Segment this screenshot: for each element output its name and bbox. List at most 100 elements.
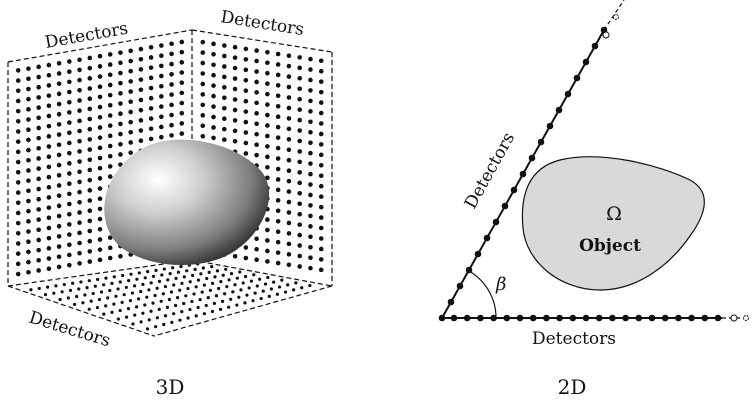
detector-dot <box>297 170 302 175</box>
detector-dot <box>75 294 79 299</box>
detector-dot <box>77 261 82 266</box>
detector-dot <box>97 84 103 90</box>
detector-dot <box>147 318 151 322</box>
detector-dot <box>275 83 281 88</box>
detector-dot <box>179 110 185 116</box>
detector-dot <box>148 55 154 60</box>
detector-dot <box>87 198 93 203</box>
detector-dot <box>265 165 270 170</box>
detector-dot <box>107 255 113 261</box>
detector-dot <box>318 225 324 231</box>
detector-dot <box>87 147 93 152</box>
detector-dot <box>97 247 103 252</box>
detector-dot <box>138 107 144 113</box>
detector-dot <box>243 98 249 104</box>
detector-dot <box>200 71 206 76</box>
detector-dot <box>179 100 185 106</box>
detector-dot <box>265 227 270 233</box>
detector-dot <box>127 279 131 283</box>
detector-dot <box>254 152 259 158</box>
detector-dot <box>556 314 563 322</box>
detector-dot <box>148 136 154 142</box>
detector-dot <box>200 290 204 294</box>
detector-dot <box>200 133 206 139</box>
detector-dot <box>110 281 114 285</box>
detector-dot <box>15 78 21 83</box>
detector-dot <box>233 283 237 287</box>
object-omega-symbol: Ω <box>606 203 622 225</box>
detector-dot <box>474 250 482 258</box>
detector-dot <box>56 244 62 249</box>
detector-dot <box>151 301 155 305</box>
detector-dot <box>107 103 113 108</box>
detector-dot <box>286 105 292 111</box>
detector-dot <box>96 277 100 281</box>
detector-dot <box>254 90 259 95</box>
detector-dot <box>87 55 93 61</box>
detector-dot <box>308 192 313 198</box>
detector-dot <box>87 188 93 193</box>
detector-dot <box>56 101 62 107</box>
detector-dot <box>87 96 93 101</box>
detector-dot <box>148 95 154 101</box>
detector-dot <box>77 138 82 144</box>
detector-dot <box>243 130 249 135</box>
detector-dot <box>169 112 174 118</box>
detector-dot <box>275 156 281 161</box>
detector-dot <box>141 311 145 315</box>
detector-dot <box>77 189 82 195</box>
detector-dot <box>275 93 281 99</box>
detector-dot <box>15 251 21 256</box>
detector-dot <box>107 72 113 78</box>
detector-dot <box>15 149 21 155</box>
detector-dot <box>97 114 103 120</box>
detector-dot <box>483 234 491 242</box>
detector-dot <box>318 163 324 168</box>
caption-2d: 2D <box>558 375 587 399</box>
detector-dot <box>169 82 174 87</box>
detector-dot <box>79 280 83 284</box>
detector-dot <box>54 284 58 288</box>
detector-dot <box>46 205 52 210</box>
detector-dot <box>121 273 125 278</box>
detector-open-3 <box>730 314 738 322</box>
detector-dot <box>308 213 313 219</box>
detector-dot <box>15 169 21 175</box>
detector-dot <box>157 307 161 311</box>
detector-dot <box>210 309 215 314</box>
detector-dot <box>252 273 256 277</box>
detector-dot <box>222 105 227 111</box>
detector-dot <box>97 165 103 171</box>
detector-dot <box>266 275 270 280</box>
detector-dot <box>235 276 239 280</box>
detector-dot <box>174 276 178 280</box>
detector-dot <box>308 98 313 104</box>
detector-dot <box>179 39 185 45</box>
detector-dot <box>198 298 202 302</box>
detector-dot <box>15 271 21 277</box>
detector-dot <box>87 157 93 163</box>
detector-dot <box>77 57 82 63</box>
detector-dot <box>128 89 133 94</box>
detector-dot <box>318 194 324 199</box>
detector-dot <box>36 115 41 121</box>
detector-dot <box>99 290 104 294</box>
detector-dot <box>26 137 31 143</box>
detector-dot <box>67 140 72 146</box>
detector-dot <box>200 50 206 55</box>
detector-dot <box>26 117 31 122</box>
detector-dot <box>26 259 31 265</box>
detector-dot <box>179 70 185 75</box>
detector-dot <box>188 307 192 312</box>
detector-dot <box>243 274 248 279</box>
detector-dot <box>243 57 249 62</box>
detector-dot <box>87 86 93 91</box>
detector-dot <box>68 288 73 292</box>
detector-dot <box>219 280 223 284</box>
detector-dot <box>210 265 214 269</box>
detector-dot <box>194 285 198 289</box>
detector-dot <box>222 53 227 59</box>
detector-dot <box>67 130 72 136</box>
detector-dot <box>294 281 298 285</box>
detector-dot <box>67 181 72 186</box>
